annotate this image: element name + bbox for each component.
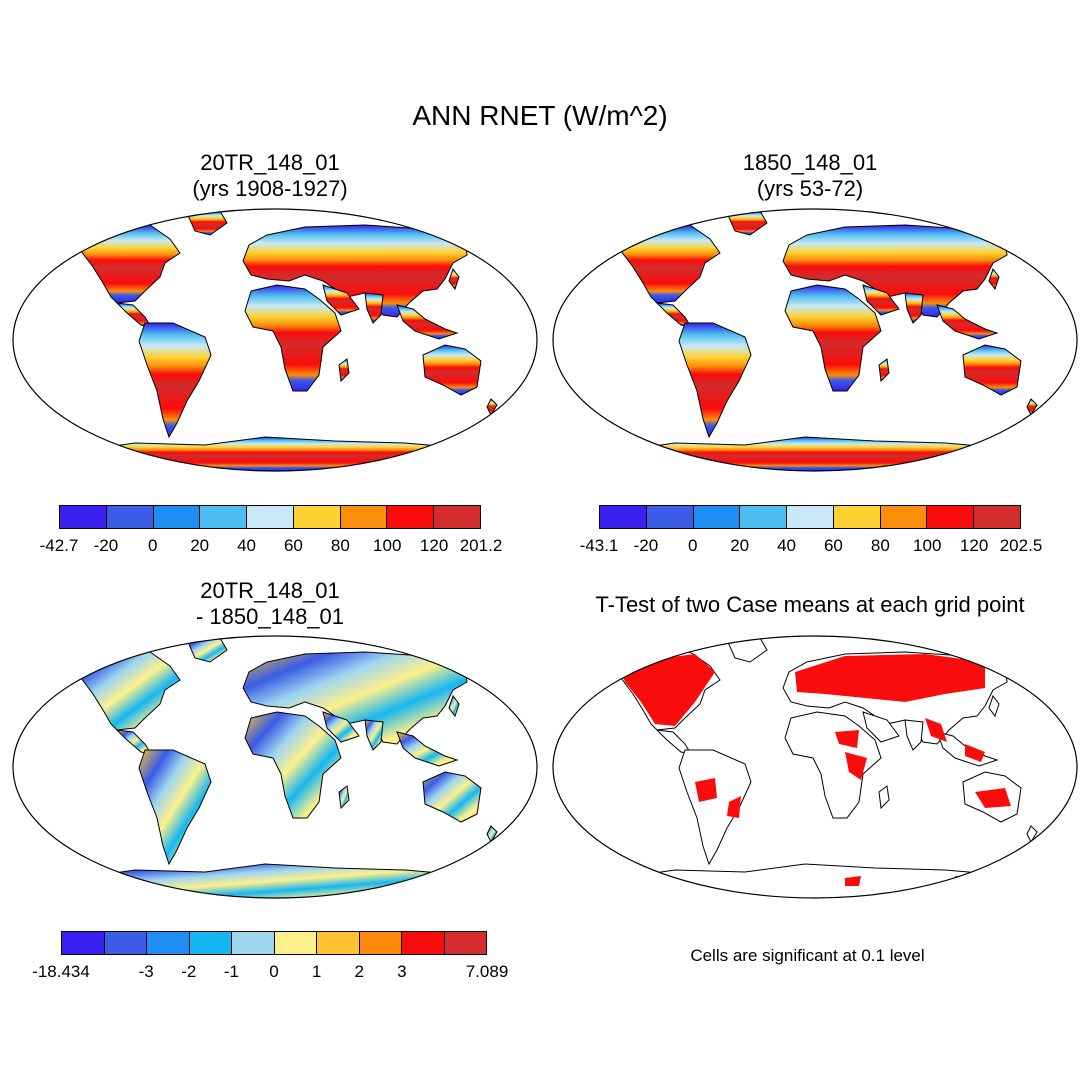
panel-1-colorbar-label: 100 (373, 536, 402, 555)
panel-1-colorbar-swatch (293, 506, 341, 528)
panel-2-colorbar-label: 0 (688, 536, 698, 555)
panel-2-colorbar-swatch (833, 506, 881, 528)
panel-4-significant-cells (617, 654, 1011, 888)
panel-3-colorbar-label: -18.434 (32, 962, 90, 981)
panel-4-title: T-Test of two Case means at each grid po… (545, 592, 1075, 618)
panel-2-land (594, 210, 1038, 471)
panel-2-colorbar-swatch (974, 506, 1021, 528)
panel-3-colorbar-swatch (147, 932, 190, 954)
panel-3-colorbar-labels: -18.434 -3 -2 -1 0 1 2 3 7.089 (32, 962, 508, 984)
panel-2-title: 1850_148_01 (yrs 53-72) (630, 150, 990, 202)
panel-1-colorbar-label: 80 (330, 536, 350, 555)
panel-1-colorbar-label: 20 (190, 536, 210, 555)
panel-3-colorbar-swatch (359, 932, 402, 954)
panel-1-colorbar-label: -42.7 (39, 536, 79, 555)
panel-3-title-line2: - 1850_148_01 (195, 604, 345, 629)
panel-2-colorbar-swatch (787, 506, 834, 528)
panel-3-colorbar (61, 931, 487, 955)
panel-3-land (54, 637, 498, 898)
panel-1-colorbar-label: 201.2 (459, 536, 503, 555)
panel-2-colorbar-swatch (927, 506, 975, 528)
panel-1-colorbar-swatch (60, 506, 107, 528)
panel-3-colorbar-swatch (189, 932, 232, 954)
panel-3-colorbar-label: -3 (138, 962, 154, 981)
panel-3-colorbar-label: -1 (223, 962, 239, 981)
panel-1-map (12, 208, 538, 472)
panel-2-colorbar-label: 202.5 (999, 536, 1043, 555)
panel-1-title-line2: (yrs 1908-1927) (192, 176, 348, 201)
panel-3-colorbar-swatch (62, 932, 105, 954)
panel-1-title: 20TR_148_01 (yrs 1908-1927) (90, 150, 450, 202)
panel-2-colorbar-label: 60 (823, 536, 843, 555)
panel-1-colorbar-swatch (387, 506, 435, 528)
panel-4-title-line1: T-Test of two Case means at each grid po… (595, 592, 1025, 617)
panel-1-colorbar-swatch (247, 506, 294, 528)
panel-3-colorbar-label: 2 (354, 962, 364, 981)
panel-2-title-line1: 1850_148_01 (742, 150, 878, 175)
panel-2-colorbar-label: 120 (959, 536, 989, 555)
panel-1-land (54, 210, 498, 471)
panel-2-colorbar-labels: -43.1 -20 0 20 40 60 80 100 120 202.5 (580, 536, 1043, 558)
panel-2-colorbar-label: -43.1 (579, 536, 619, 555)
panel-1-colorbar-label: 120 (419, 536, 449, 555)
panel-2-colorbar-swatch (880, 506, 928, 528)
panel-2-map-border (552, 208, 1078, 472)
panel-3-colorbar-swatch (274, 932, 317, 954)
panel-2-title-line2: (yrs 53-72) (756, 176, 864, 201)
panel-3-colorbar-swatch (402, 932, 445, 954)
panel-2-colorbar-label: 80 (870, 536, 890, 555)
panel-2-colorbar-label: 40 (777, 536, 797, 555)
panel-3-map (12, 635, 538, 899)
panel-3-title: 20TR_148_01 - 1850_148_01 (90, 578, 450, 630)
panel-3-title-line1: 20TR_148_01 (200, 578, 340, 603)
panel-2-colorbar-swatch (646, 506, 694, 528)
panel-1-map-border (12, 208, 538, 472)
panel-1-colorbar-labels: -42.7 -20 0 20 40 60 80 100 120 201.2 (40, 536, 503, 558)
panel-1-colorbar-label: -20 (93, 536, 119, 555)
panel-2-colorbar-swatch (600, 506, 647, 528)
panel-4-significance-note: Cells are significant at 0.1 level (690, 946, 925, 965)
panel-1-colorbar-swatch (153, 506, 201, 528)
panel-1-colorbar-swatch (106, 506, 154, 528)
panel-1-colorbar-swatch (340, 506, 388, 528)
panel-3-colorbar-swatch (317, 932, 360, 954)
panel-2-map (552, 208, 1078, 472)
panel-2-colorbar-swatch (693, 506, 741, 528)
panel-3-colorbar-label: 3 (397, 962, 407, 981)
panel-1-colorbar-label: 0 (148, 536, 158, 555)
panel-2-colorbar-label: -20 (633, 536, 659, 555)
panel-2-colorbar-label: 100 (913, 536, 942, 555)
panel-1-colorbar-label: 40 (237, 536, 257, 555)
panel-3-colorbar-swatch (232, 932, 275, 954)
panel-4-map (552, 635, 1078, 899)
panel-2-colorbar-label: 20 (730, 536, 750, 555)
panel-3-map-border (12, 635, 538, 899)
panel-3-colorbar-label: 7.089 (465, 962, 509, 981)
panel-1-title-line1: 20TR_148_01 (200, 150, 340, 175)
panel-4-map-border (552, 635, 1078, 899)
figure-title: ANN RNET (W/m^2) (412, 100, 668, 131)
panel-3-colorbar-label: -2 (181, 962, 197, 981)
panel-2-colorbar-swatch (740, 506, 788, 528)
panel-3-colorbar-label: 0 (269, 962, 279, 981)
panel-1-colorbar-swatch (200, 506, 248, 528)
panel-1-colorbar-label: 60 (283, 536, 303, 555)
panel-1-colorbar (59, 505, 481, 529)
panel-3-colorbar-swatch (444, 932, 486, 954)
panel-3-colorbar-swatch (104, 932, 147, 954)
panel-2-colorbar (599, 505, 1021, 529)
panel-3-colorbar-label: 1 (311, 962, 322, 981)
panel-1-colorbar-swatch (434, 506, 481, 528)
